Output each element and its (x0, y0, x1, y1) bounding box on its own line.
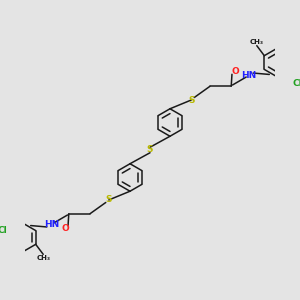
Text: HN: HN (241, 70, 256, 80)
Text: HN: HN (44, 220, 59, 230)
Text: S: S (188, 95, 194, 104)
Text: Cl: Cl (0, 226, 7, 235)
Text: O: O (61, 224, 69, 233)
Text: CH₃: CH₃ (36, 255, 50, 261)
Text: Cl: Cl (293, 79, 300, 88)
Text: CH₃: CH₃ (250, 39, 264, 45)
Text: O: O (231, 67, 239, 76)
Text: S: S (106, 196, 112, 205)
Text: S: S (147, 146, 153, 154)
